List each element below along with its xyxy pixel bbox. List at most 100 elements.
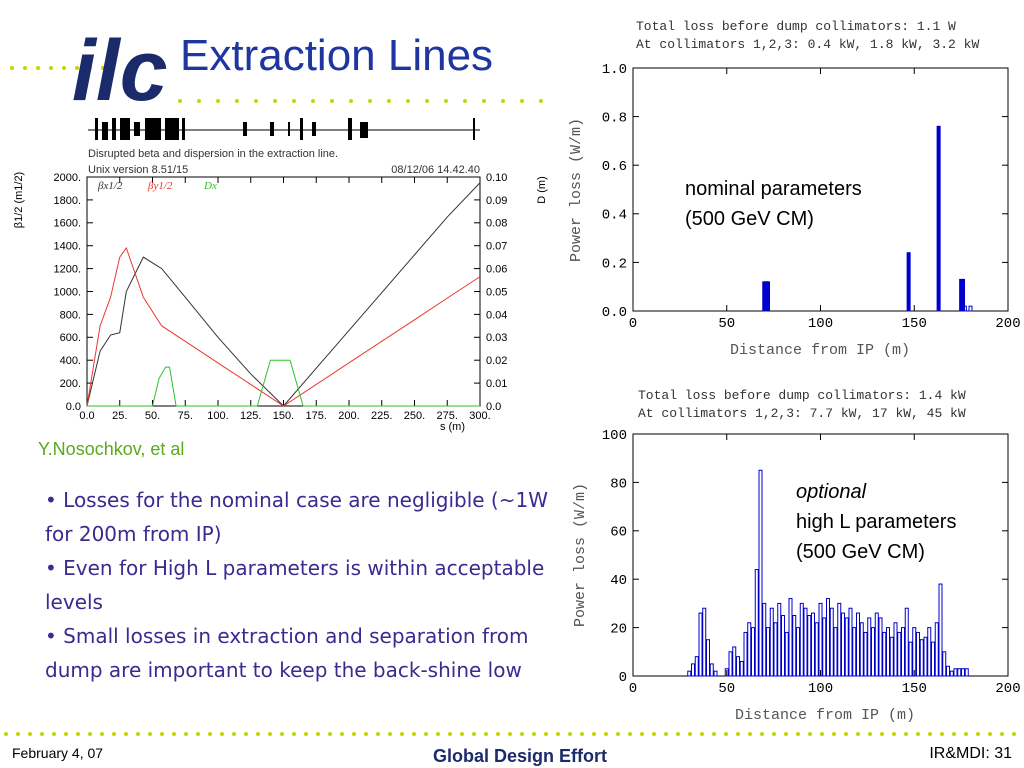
bar <box>807 615 812 677</box>
y-tick-label: 0.8 <box>602 111 627 127</box>
chart-title: Disrupted beta and dispersion in the ext… <box>88 148 338 160</box>
bar <box>751 627 755 677</box>
x-tick-label: 125. <box>240 410 261 422</box>
bar <box>758 469 763 677</box>
bar <box>829 607 834 677</box>
bar <box>706 639 710 677</box>
bar <box>736 656 740 677</box>
bar <box>796 627 800 677</box>
x-tick-label: 100. <box>207 410 228 422</box>
annotation: nominal parameters <box>685 178 862 200</box>
bar <box>702 607 707 677</box>
bar <box>938 583 943 677</box>
y-tick-label: 0.4 <box>602 208 627 224</box>
logo: ilc <box>72 23 168 119</box>
annotation: (500 GeV CM) <box>685 208 814 230</box>
x-tick-label: 200. <box>338 410 359 422</box>
y2-tick-label: 0.0 <box>486 401 501 413</box>
annotation: optional <box>796 481 867 503</box>
chart-subtitle: At collimators 1,2,3: 0.4 kW, 1.8 kW, 3.… <box>636 37 979 52</box>
bar <box>743 631 748 677</box>
y-tick-label: 400. <box>60 355 81 367</box>
y-tick-label: 60 <box>610 525 627 541</box>
y2-tick-label: 0.08 <box>486 218 507 230</box>
x-tick-label: 175. <box>306 410 327 422</box>
y2-tick-label: 0.06 <box>486 263 507 275</box>
annotation: (500 GeV CM) <box>796 541 925 563</box>
bar <box>822 617 827 677</box>
bullet-list: • Losses for the nominal case are neglig… <box>45 483 555 687</box>
bullet: • Small losses in extraction and separat… <box>45 624 529 682</box>
x-axis-label: s (m) <box>440 421 465 433</box>
y2-tick-label: 0.01 <box>486 378 507 390</box>
bar <box>792 615 797 677</box>
bar <box>841 612 845 677</box>
footer-center: Global Design Effort <box>433 746 607 766</box>
legend-label: βx1/2 <box>97 180 123 192</box>
series-line <box>86 246 481 407</box>
series-line <box>87 359 480 407</box>
y-tick-label: 1200. <box>53 263 81 275</box>
y-tick-label: 100 <box>602 428 627 444</box>
bar <box>833 627 838 677</box>
x-tick-label: 200 <box>995 316 1020 332</box>
bar <box>773 622 778 677</box>
x-tick-label: 0.0 <box>79 410 94 422</box>
x-tick-label: 250. <box>404 410 425 422</box>
x-tick-label: 100 <box>808 316 833 332</box>
bar <box>908 641 913 677</box>
series-line <box>86 182 481 407</box>
bar <box>859 622 864 677</box>
credit: Y.Nosochkov, et al <box>38 439 184 459</box>
x-tick-label: 100 <box>808 681 833 697</box>
bar <box>777 602 782 677</box>
bar <box>728 651 733 677</box>
y-tick-label: 1400. <box>53 241 81 253</box>
footer-date: February 4, 07 <box>12 745 103 761</box>
bar <box>811 612 815 677</box>
x-axis-label: Distance from IP (m) <box>730 342 910 359</box>
x-tick-label: 0 <box>629 681 637 697</box>
y-axis-label: Power loss (W/m) <box>568 118 585 262</box>
footer-page: IR&MDI: 31 <box>929 745 1012 762</box>
chart-subtitle: At collimators 1,2,3: 7.7 kW, 17 kW, 45 … <box>638 406 966 421</box>
bar <box>818 602 823 677</box>
bar <box>957 668 962 677</box>
chart-title: Total loss before dump collimators: 1.4 … <box>638 388 966 403</box>
y-tick-label: 1.0 <box>602 62 627 78</box>
bar <box>844 617 849 677</box>
bar <box>754 569 759 677</box>
bar <box>852 627 857 677</box>
chart-subtitle: Unix version 8.51/15 <box>88 164 188 176</box>
x-tick-label: 275. <box>437 410 458 422</box>
x-tick-label: 50 <box>718 681 735 697</box>
x-tick-label: 50 <box>718 316 735 332</box>
bar <box>919 639 924 677</box>
bar <box>732 646 737 677</box>
plot-frame <box>86 176 481 407</box>
bar <box>826 598 830 677</box>
bar <box>949 670 954 677</box>
bar <box>687 670 692 677</box>
x-tick-label: 0 <box>629 316 637 332</box>
x-tick-label: 75. <box>178 410 193 422</box>
y2-tick-label: 0.04 <box>486 309 507 321</box>
y-tick-label: 1000. <box>53 286 81 298</box>
x-axis-label: Distance from IP (m) <box>735 707 915 724</box>
bar <box>694 656 699 677</box>
bar <box>936 125 941 312</box>
y2-tick-label: 0.02 <box>486 355 507 367</box>
y-tick-label: 2000. <box>53 172 81 184</box>
bar <box>863 631 868 677</box>
bar <box>867 617 872 677</box>
bar <box>927 627 932 677</box>
bar <box>882 631 887 677</box>
y2-tick-label: 0.09 <box>486 195 507 207</box>
bar <box>889 636 894 677</box>
bar <box>942 651 947 677</box>
bar <box>906 252 911 312</box>
bar <box>901 627 905 677</box>
bar <box>871 627 875 677</box>
bar <box>848 607 853 677</box>
y-tick-label: 20 <box>610 622 627 638</box>
